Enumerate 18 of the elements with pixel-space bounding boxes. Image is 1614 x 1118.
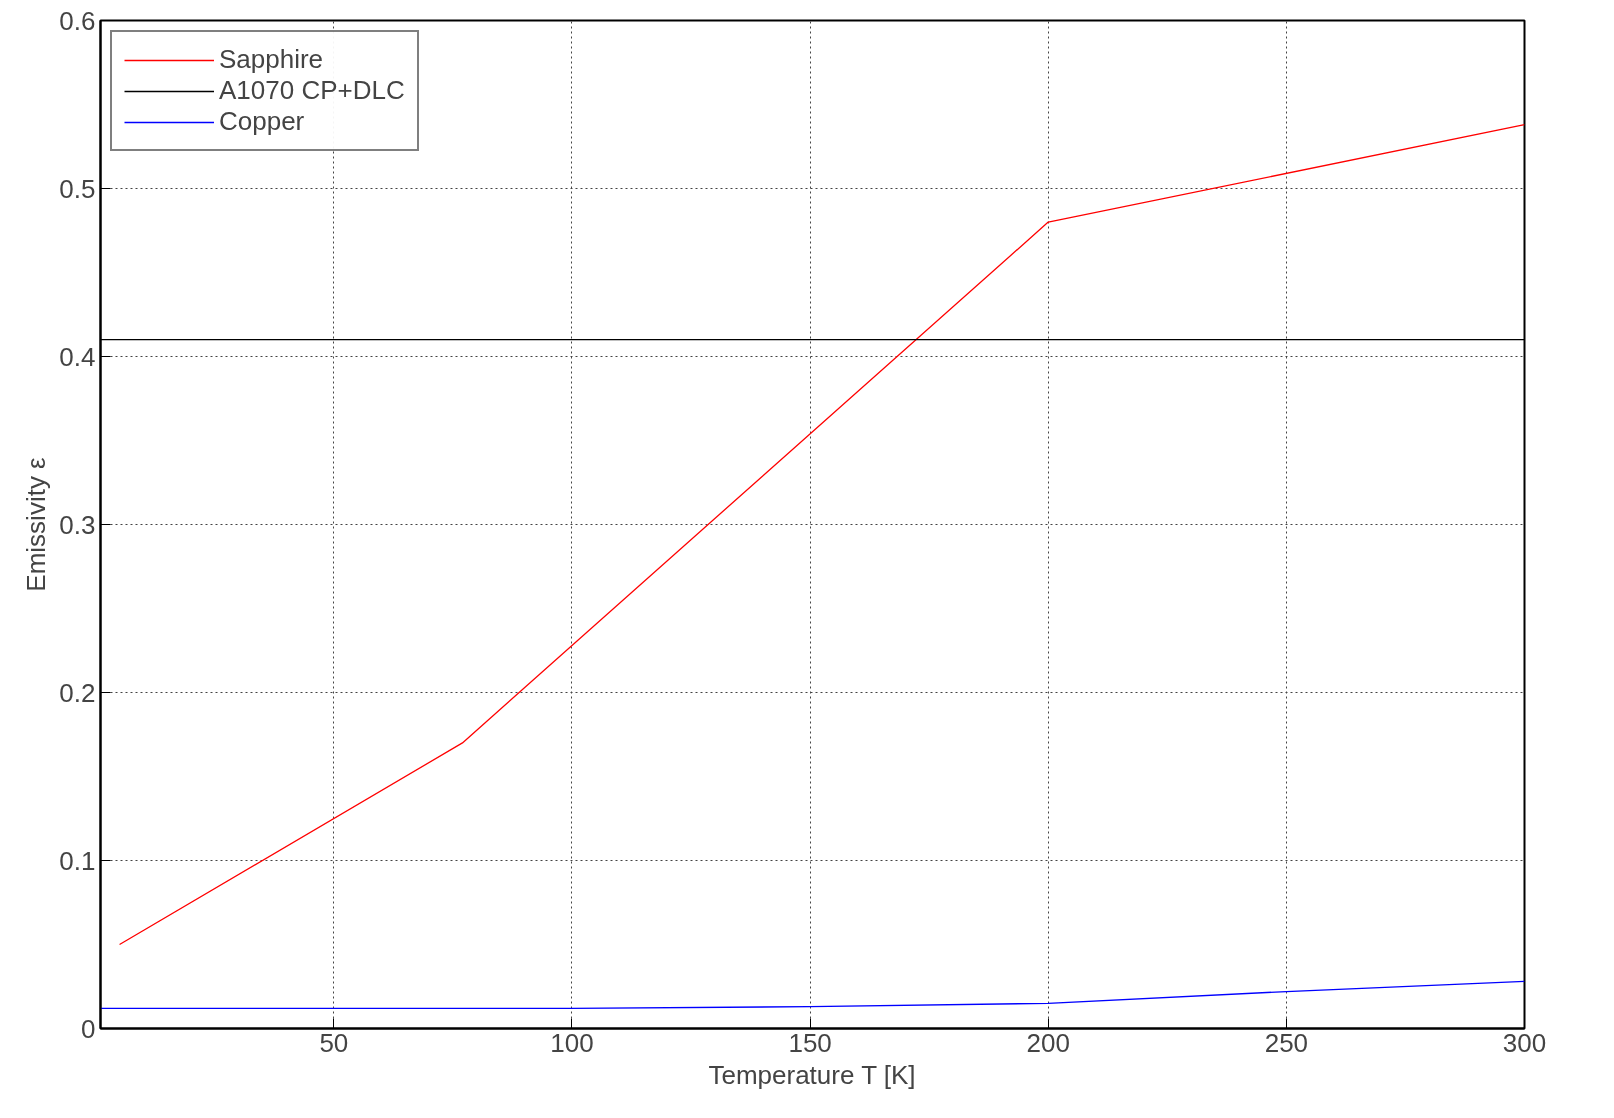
legend-label: Copper bbox=[219, 106, 305, 137]
y-tick-label: 0 bbox=[81, 1013, 96, 1044]
legend-label: A1070 CP+DLC bbox=[219, 75, 405, 106]
y-tick-label: 0.1 bbox=[59, 845, 96, 876]
y-tick-label: 0.3 bbox=[59, 509, 96, 540]
x-tick-label: 50 bbox=[319, 1027, 349, 1058]
y-tick-label: 0.6 bbox=[59, 5, 96, 36]
x-tick-label: 200 bbox=[1026, 1027, 1070, 1058]
x-tick-label: 250 bbox=[1264, 1027, 1309, 1058]
x-tick-label: 100 bbox=[550, 1027, 594, 1058]
legend-label: Sapphire bbox=[219, 44, 324, 75]
x-tick-label: 150 bbox=[788, 1027, 832, 1058]
x-axis-title: Temperature T [K] bbox=[708, 1059, 916, 1090]
x-tick-label: 300 bbox=[1502, 1027, 1547, 1058]
y-axis-title: Emissivity ε bbox=[21, 456, 52, 592]
y-tick-label: 0.5 bbox=[59, 173, 96, 204]
y-tick-label: 0.2 bbox=[59, 677, 96, 708]
y-tick-label: 0.4 bbox=[59, 341, 96, 372]
